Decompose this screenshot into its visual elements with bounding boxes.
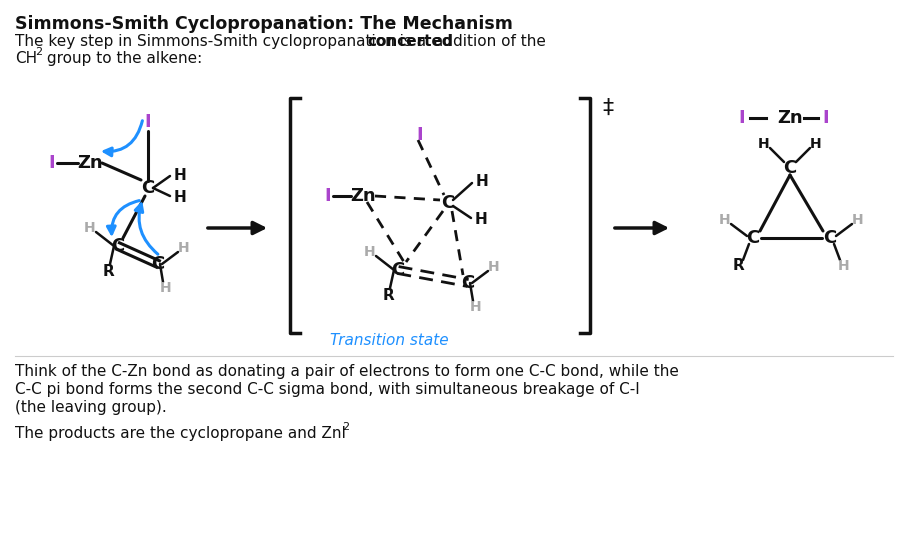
Text: H: H [476,174,489,190]
Text: The key step in Simmons-Smith cyclopropanation is a: The key step in Simmons-Smith cyclopropa… [15,34,431,49]
Text: C: C [112,237,124,255]
Text: C: C [461,274,475,292]
Text: I: I [325,187,331,205]
Text: C: C [746,229,760,247]
Text: C: C [824,229,836,247]
Text: Zn: Zn [777,109,803,127]
Text: H: H [489,260,499,274]
Text: H: H [853,213,864,227]
Text: C: C [142,179,154,197]
Text: C: C [784,159,796,177]
Text: Zn: Zn [350,187,376,205]
Text: I: I [144,113,152,131]
Text: 2: 2 [342,422,349,432]
Text: 2: 2 [35,47,42,57]
Text: H: H [719,213,731,227]
Text: I: I [823,109,829,127]
Text: The products are the cyclopropane and ZnI: The products are the cyclopropane and Zn… [15,426,346,441]
Text: I: I [49,154,55,172]
Text: Simmons-Smith Cyclopropanation: The Mechanism: Simmons-Smith Cyclopropanation: The Mech… [15,15,513,33]
Text: R: R [382,288,394,304]
Text: H: H [160,281,172,295]
Text: R: R [733,259,745,273]
Text: H: H [84,221,96,235]
Text: H: H [470,300,482,314]
Text: R: R [102,265,114,279]
Text: addition of the: addition of the [429,34,546,49]
Text: Zn: Zn [77,154,103,172]
Text: H: H [178,241,190,255]
Text: H: H [810,137,822,151]
Text: H: H [173,190,186,204]
Text: H: H [475,212,488,226]
Text: (the leaving group).: (the leaving group). [15,400,167,415]
Text: concerted: concerted [367,34,452,49]
Text: I: I [417,126,423,144]
Text: Transition state: Transition state [330,333,449,348]
Text: C: C [391,261,405,279]
Text: C: C [152,255,164,273]
Text: ‡: ‡ [602,98,614,118]
Text: H: H [758,137,770,151]
Text: H: H [364,245,376,259]
Text: I: I [739,109,745,127]
Text: H: H [173,168,186,182]
Text: C-C pi bond forms the second C-C sigma bond, with simultaneous breakage of C-I: C-C pi bond forms the second C-C sigma b… [15,382,640,397]
Text: Think of the C-Zn bond as donating a pair of electrons to form one C-C bond, whi: Think of the C-Zn bond as donating a pai… [15,364,679,379]
Text: group to the alkene:: group to the alkene: [42,51,202,66]
Text: C: C [441,194,455,212]
Text: H: H [838,259,850,273]
Text: CH: CH [15,51,37,66]
